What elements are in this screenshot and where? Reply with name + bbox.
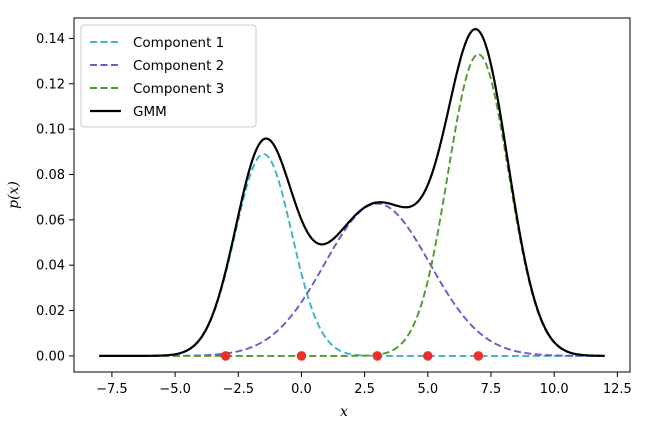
x-tick-label: −2.5: [222, 382, 254, 397]
series-line-4: [99, 28, 605, 357]
x-tick-label: 12.5: [603, 382, 632, 397]
data-point-4: [423, 351, 433, 361]
y-axis-ticks: 0.00 0.02 0.04 0.06 0.08 0.10 0.12 0.14: [36, 32, 74, 364]
x-tick-label: −5.0: [159, 382, 191, 397]
legend: Component 1 Component 2 Component 3 GMM: [80, 24, 257, 128]
legend-label: Component 3: [133, 81, 224, 97]
y-tick-label: 0.04: [36, 259, 65, 274]
y-tick-label: 0.06: [36, 213, 65, 228]
x-tick-label: 10.0: [540, 382, 569, 397]
x-tick-label: 0.0: [291, 382, 312, 397]
y-tick-label: 0.12: [36, 77, 65, 92]
data-point-5: [473, 351, 484, 361]
x-axis-ticks: −7.5 −5.0 −2.5 0.0 2.5 5.0 7.5 10.0 12.5: [96, 372, 632, 397]
legend-box: [80, 24, 257, 128]
x-axis-label: x: [340, 404, 348, 420]
series-layer: [99, 28, 605, 357]
points-layer: [220, 351, 484, 361]
y-tick-label: 0.02: [36, 304, 65, 319]
legend-label: Component 2: [133, 58, 224, 74]
x-tick-label: 5.0: [417, 382, 438, 397]
data-point-1: [220, 351, 231, 361]
y-tick-label: 0.10: [36, 123, 65, 138]
x-tick-label: −7.5: [96, 382, 128, 397]
y-axis-label: p(x): [6, 181, 22, 209]
legend-label: Component 1: [133, 35, 224, 51]
y-tick-label: 0.14: [36, 32, 65, 47]
y-tick-label: 0.08: [36, 168, 65, 183]
x-tick-label: 7.5: [481, 382, 502, 397]
y-tick-label: 0.00: [36, 349, 65, 364]
legend-label: GMM: [133, 104, 167, 120]
data-point-3: [372, 351, 383, 361]
data-point-2: [296, 351, 307, 361]
x-tick-label: 2.5: [354, 382, 375, 397]
plot-frame: [73, 17, 631, 373]
